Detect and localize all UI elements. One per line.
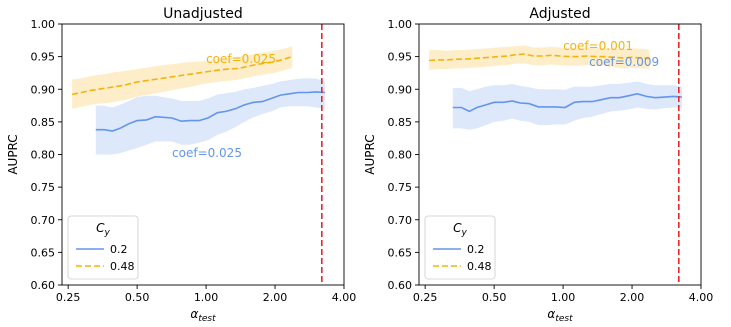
y-tick-label: 0.90 (388, 83, 413, 96)
series-line-0.2 (95, 91, 325, 132)
y-tick-label: 0.80 (388, 149, 413, 162)
y-tick-label: 0.65 (31, 246, 56, 259)
y-tick-label: 0.80 (31, 149, 56, 162)
chart-panel-2: Adjusted coef=0.001 coef=0.009 0.25 0.50 1.00… (363, 6, 713, 324)
coef-annotation: coef=0.009 (589, 55, 659, 69)
y-tick-label: 0.90 (31, 83, 56, 96)
chart-panel-1: Unadjusted coef=0.025 coef=0.025 0.25 0.50 1.… (6, 6, 356, 324)
x-tick-label: 0.25 (56, 291, 81, 304)
y-tick-label: 0.75 (31, 181, 56, 194)
y-tick-label: 0.75 (388, 181, 413, 194)
legend-box (67, 215, 139, 280)
legend-label: 0.2 (467, 243, 485, 256)
chart-title: Unadjusted (163, 6, 243, 22)
y-tick-label: 1.00 (31, 18, 56, 31)
y-tick-label: 1.00 (388, 18, 413, 31)
coef-annotation: coef=0.001 (563, 39, 633, 53)
legend: Cy0.2 0.48 (67, 215, 139, 280)
x-tick-label: 4.00 (689, 291, 714, 304)
y-tick-label: 0.65 (388, 246, 413, 259)
y-tick-label: 0.70 (388, 214, 413, 227)
y-tick-label: 0.60 (388, 279, 413, 292)
coef-annotation: coef=0.025 (172, 146, 242, 160)
y-tick-label: 0.70 (31, 214, 56, 227)
series-line-0.48 (429, 53, 650, 62)
legend-label: 0.48 (110, 260, 135, 273)
x-tick-label: 4.00 (332, 291, 357, 304)
chart-title: Adjusted (529, 6, 590, 22)
x-tick-label: 1.00 (194, 291, 219, 304)
x-axis-label: αtest (190, 307, 216, 324)
y-axis-label: AUPRC (6, 134, 20, 174)
y-tick-label: 0.95 (31, 51, 56, 64)
y-tick-label: 0.85 (388, 116, 413, 129)
x-tick-label: 0.50 (125, 291, 150, 304)
x-axis-label: αtest (547, 307, 573, 324)
x-tick-label: 1.00 (551, 291, 576, 304)
confidence-band-0.48 (72, 46, 293, 109)
y-tick-label: 0.60 (31, 279, 56, 292)
legend-title: Cy (453, 221, 467, 238)
x-tick-label: 2.00 (263, 291, 288, 304)
legend-box (424, 215, 496, 280)
coef-annotation: coef=0.025 (206, 52, 276, 66)
legend-label: 0.2 (110, 243, 128, 256)
legend-title: Cy (96, 221, 110, 238)
x-tick-label: 0.25 (413, 291, 438, 304)
legend: Cy0.2 0.48 (424, 215, 496, 280)
y-axis-label: AUPRC (363, 134, 377, 174)
series-line-0.2 (452, 92, 682, 113)
series-line-0.48 (71, 55, 293, 96)
y-tick-label: 0.95 (388, 51, 413, 64)
legend-label: 0.48 (467, 260, 492, 273)
y-tick-label: 0.85 (31, 116, 56, 129)
x-tick-label: 0.50 (482, 291, 507, 304)
confidence-band-0.48 (429, 45, 650, 70)
x-tick-label: 2.00 (620, 291, 645, 304)
